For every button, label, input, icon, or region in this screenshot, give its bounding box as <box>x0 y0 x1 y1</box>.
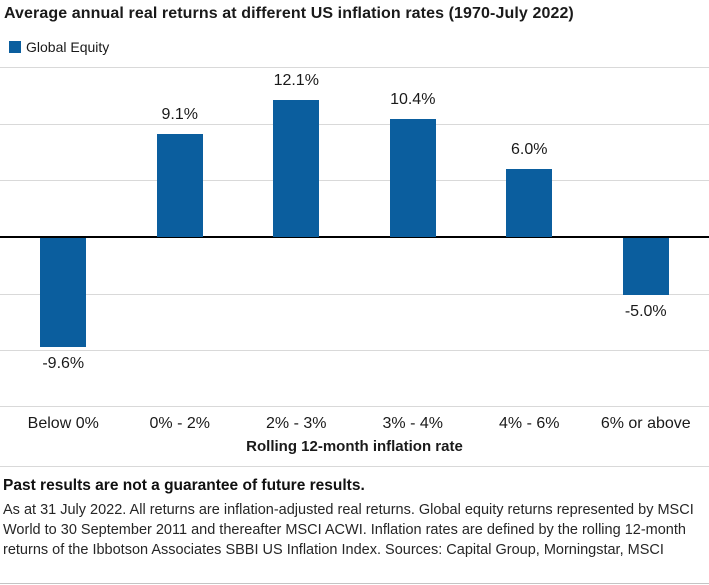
gridline <box>0 67 709 68</box>
x-axis-tick-label: 6% or above <box>600 415 691 432</box>
chart-title: Average annual real returns at different… <box>4 5 574 22</box>
x-axis-tick-label: 0% - 2% <box>149 415 210 432</box>
bar-value-label: 6.0% <box>511 141 548 158</box>
zero-axis-line <box>0 236 709 238</box>
x-axis-labels: Below 0% 0% - 2% 2% - 3% 3% - 4% 4% - 6% 6% o… <box>0 407 709 434</box>
bar-value-label: -5.0% <box>624 302 667 320</box>
bar-below-0- <box>40 238 87 347</box>
legend-label: Global Equity <box>26 39 110 55</box>
bar-6-or-above <box>622 238 669 295</box>
x-axis-tick-label: Below 0% <box>27 415 99 432</box>
bar-value-label: 12.1% <box>273 71 319 89</box>
x-axis-tick-label: 4% - 6% <box>499 415 560 432</box>
bar-3-4- <box>389 119 436 237</box>
bar-2-3- <box>273 99 320 237</box>
footer-separator-rule <box>0 466 709 467</box>
bar-value-label: 10.4% <box>390 91 436 109</box>
plot-area: -9.6% 9.1% 12.1% 10.4% 6.0% -5.0% <box>0 67 709 407</box>
gridline <box>0 123 709 125</box>
x-axis-title: Rolling 12-month inflation rate <box>246 438 463 455</box>
bottom-rule <box>0 583 709 584</box>
gridline <box>0 293 709 295</box>
footnote-text: As at 31 July 2022. All returns are infl… <box>3 502 694 558</box>
bar-value-label: -9.6% <box>42 354 85 372</box>
legend: Global Equity <box>9 39 109 55</box>
disclaimer-text: Past results are not a guarantee of futu… <box>3 477 365 494</box>
bar-value-label: 9.1% <box>161 105 198 123</box>
bar-0-2- <box>156 133 203 237</box>
x-axis-tick-label: 3% - 4% <box>382 415 443 432</box>
legend-swatch-icon <box>9 41 21 53</box>
gridline <box>0 180 709 182</box>
bar-4-6- <box>506 169 553 237</box>
x-axis-tick-label: 2% - 3% <box>266 415 327 432</box>
gridline <box>0 406 709 407</box>
gridline <box>0 350 709 352</box>
